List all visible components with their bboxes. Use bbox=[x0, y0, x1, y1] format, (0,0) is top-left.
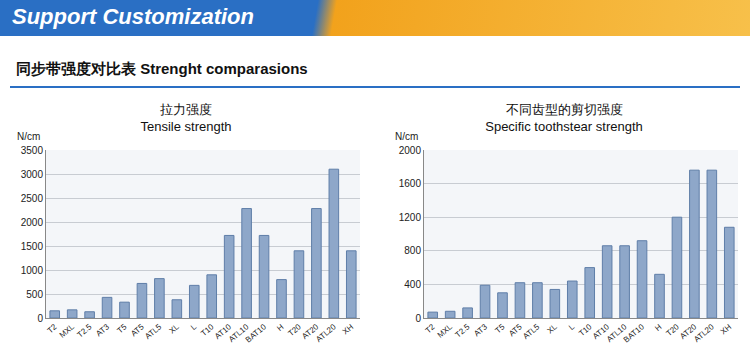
svg-text:400: 400 bbox=[404, 279, 421, 290]
svg-text:T20: T20 bbox=[286, 322, 303, 338]
svg-text:AT10: AT10 bbox=[213, 322, 233, 341]
svg-text:1000: 1000 bbox=[21, 265, 44, 276]
svg-text:AT5: AT5 bbox=[129, 322, 146, 338]
svg-text:3500: 3500 bbox=[21, 145, 44, 156]
svg-text:AT3: AT3 bbox=[472, 322, 489, 338]
svg-text:T10: T10 bbox=[199, 322, 216, 338]
svg-text:N/cm: N/cm bbox=[395, 131, 418, 142]
svg-text:H: H bbox=[653, 322, 663, 333]
svg-text:ATL20: ATL20 bbox=[314, 322, 338, 344]
svg-text:N/cm: N/cm bbox=[17, 131, 40, 142]
svg-text:2000: 2000 bbox=[21, 217, 44, 228]
svg-text:MXL: MXL bbox=[58, 322, 77, 340]
svg-text:ATL5: ATL5 bbox=[521, 322, 541, 341]
svg-text:T5: T5 bbox=[493, 322, 506, 335]
svg-text:H: H bbox=[275, 322, 285, 333]
svg-text:T5: T5 bbox=[115, 322, 128, 335]
html-text:同步带强度对比表 Strenght comparasions: 同步带强度对比表 Strenght comparasions bbox=[16, 60, 308, 77]
svg-text:XL: XL bbox=[167, 322, 181, 336]
svg-text:拉力强度Tensile strength: 拉力强度Tensile strength bbox=[140, 102, 231, 134]
svg-text:2000: 2000 bbox=[399, 145, 422, 156]
svg-text:AT20: AT20 bbox=[300, 322, 320, 341]
svg-text:XL: XL bbox=[545, 322, 559, 336]
svg-text:AT5: AT5 bbox=[507, 322, 524, 338]
svg-text:AT3: AT3 bbox=[94, 322, 111, 338]
svg-text:500: 500 bbox=[26, 289, 43, 300]
svg-text:BAT10: BAT10 bbox=[244, 322, 268, 345]
svg-text:1500: 1500 bbox=[21, 241, 44, 252]
svg-text:L: L bbox=[567, 322, 577, 332]
svg-text:0: 0 bbox=[37, 313, 43, 324]
svg-text:ATL20: ATL20 bbox=[692, 322, 716, 344]
svg-text:T20: T20 bbox=[664, 322, 681, 338]
svg-text:3000: 3000 bbox=[21, 169, 44, 180]
svg-text:BAT10: BAT10 bbox=[622, 322, 646, 345]
svg-text:1600: 1600 bbox=[399, 178, 422, 189]
svg-text:2500: 2500 bbox=[21, 193, 44, 204]
svg-text:T2.5: T2.5 bbox=[453, 322, 471, 340]
svg-text:1200: 1200 bbox=[399, 212, 422, 223]
svg-text:800: 800 bbox=[404, 245, 421, 256]
svg-text:MXL: MXL bbox=[436, 322, 455, 340]
svg-text:AT10: AT10 bbox=[591, 322, 611, 341]
svg-text:T2.5: T2.5 bbox=[75, 322, 93, 340]
svg-text:T2: T2 bbox=[424, 322, 437, 335]
svg-text:ATL10: ATL10 bbox=[605, 322, 629, 344]
svg-text:T2: T2 bbox=[46, 322, 59, 335]
svg-text:不同齿型的剪切强度Specific toothstear s: 不同齿型的剪切强度Specific toothstear strength bbox=[485, 102, 643, 134]
svg-text:ATL5: ATL5 bbox=[143, 322, 163, 341]
html-text:Support Customization: Support Customization bbox=[12, 4, 254, 29]
svg-text:XH: XH bbox=[719, 322, 733, 336]
svg-text:ATL10: ATL10 bbox=[227, 322, 251, 344]
svg-text:T10: T10 bbox=[577, 322, 594, 338]
svg-text:AT20: AT20 bbox=[678, 322, 698, 341]
svg-text:0: 0 bbox=[415, 313, 421, 324]
svg-text:XH: XH bbox=[341, 322, 355, 336]
svg-text:L: L bbox=[189, 322, 199, 332]
